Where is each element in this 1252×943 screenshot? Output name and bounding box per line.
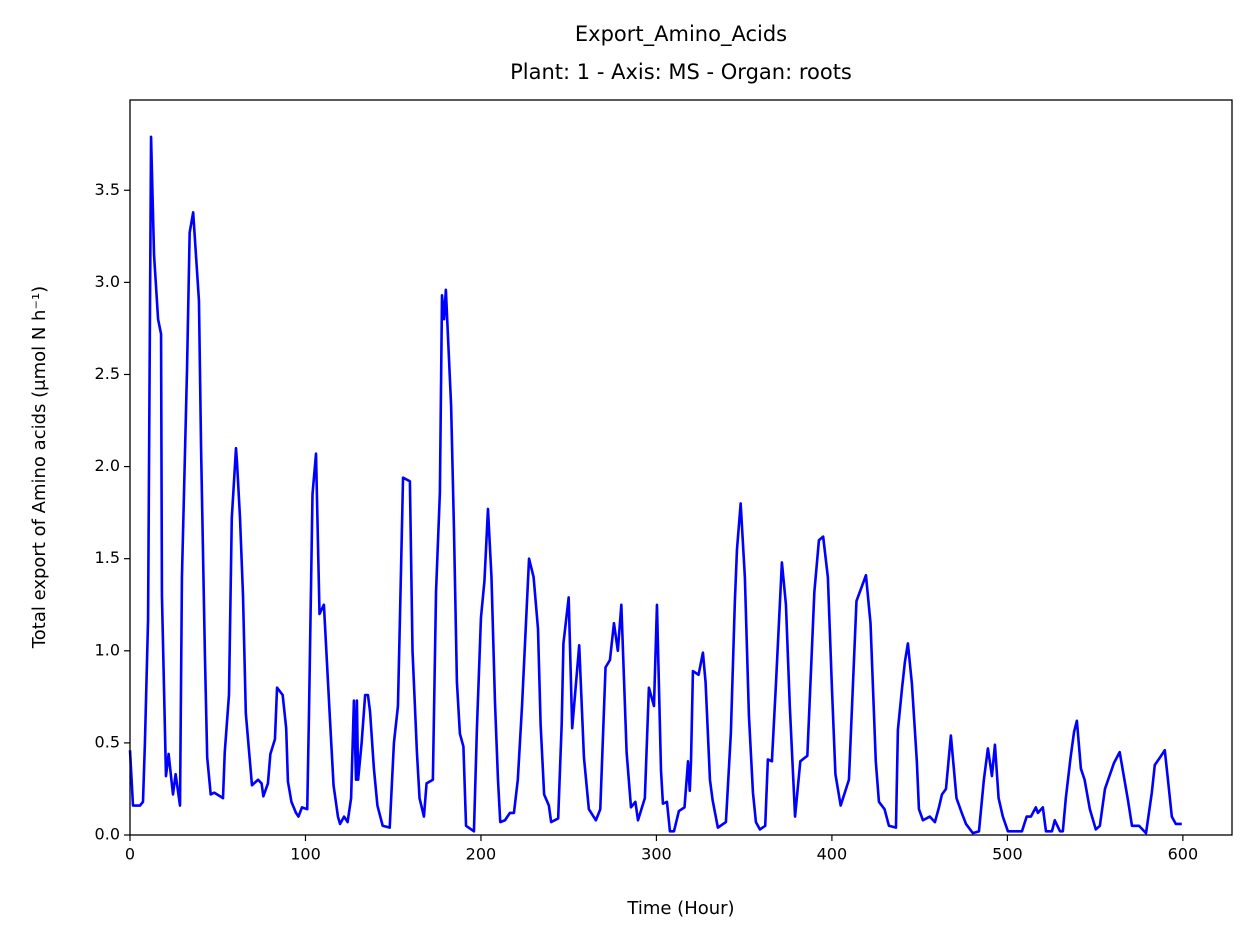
x-tick-label: 600 xyxy=(1168,845,1199,864)
chart-title: Export_Amino_Acids xyxy=(575,22,787,47)
y-axis-label: Total export of Amino acids (μmol N h⁻¹) xyxy=(29,286,50,649)
chart-subtitle: Plant: 1 - Axis: MS - Organ: roots xyxy=(510,60,852,84)
plot-frame xyxy=(129,99,1233,836)
y-tick-label: 1.0 xyxy=(95,640,120,659)
x-tick-label: 500 xyxy=(992,845,1023,864)
x-tick-label: 400 xyxy=(817,845,848,864)
x-tick-label: 100 xyxy=(290,845,321,864)
y-tick-label: 2.5 xyxy=(95,364,120,383)
y-tick-label: 3.5 xyxy=(95,180,120,199)
y-tick-label: 0.5 xyxy=(95,732,120,751)
x-tick-label: 300 xyxy=(641,845,672,864)
y-tick-label: 2.0 xyxy=(95,456,120,475)
y-tick-label: 0.0 xyxy=(95,825,120,844)
x-tick-label: 200 xyxy=(466,845,497,864)
data-line xyxy=(128,135,1182,835)
y-tick-label: 3.0 xyxy=(95,272,120,291)
x-axis-label: Time (Hour) xyxy=(626,898,734,919)
y-tick-label: 1.5 xyxy=(95,548,120,567)
x-tick-label: 0 xyxy=(125,845,135,864)
